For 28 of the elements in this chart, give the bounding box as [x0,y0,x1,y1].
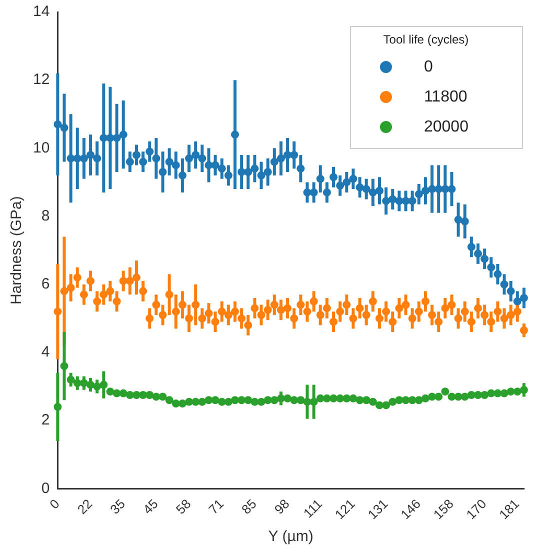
y-tick-label: 12 [32,71,50,88]
y-tick-label: 14 [32,3,50,20]
x-tick-label: 158 [430,496,456,522]
legend-label: 0 [424,58,433,76]
x-tick-label: 121 [332,496,358,522]
x-tick-label: 85 [238,496,260,518]
x-tick-label: 146 [398,496,424,522]
x-tick-label: 181 [496,496,522,522]
x-axis-title: Y (µm) [268,528,314,546]
x-tick-label: 111 [300,496,326,521]
x-tick-label: 71 [206,496,227,518]
y-tick-label: 2 [41,412,50,429]
x-tick-label: 131 [364,496,391,522]
legend-label: 11800 [424,88,468,106]
y-tick-label: 0 [41,480,50,497]
y-tick-label: 4 [41,344,50,361]
y-axis-title: Hardness (GPa) [8,196,26,305]
x-tick-label: 170 [463,496,490,522]
x-tick-label: 35 [107,496,128,518]
x-tick-label: 58 [172,496,194,518]
x-tick-label: 98 [271,496,292,518]
legend-title: Tool life (cycles) [383,32,469,46]
legend-label: 20000 [424,118,469,136]
x-tick-label: 22 [74,496,96,518]
y-tick-label: 6 [41,276,50,292]
x-tick-label: 45 [140,496,161,518]
y-tick-label: 8 [41,207,50,224]
y-tick-label: 10 [32,139,50,156]
